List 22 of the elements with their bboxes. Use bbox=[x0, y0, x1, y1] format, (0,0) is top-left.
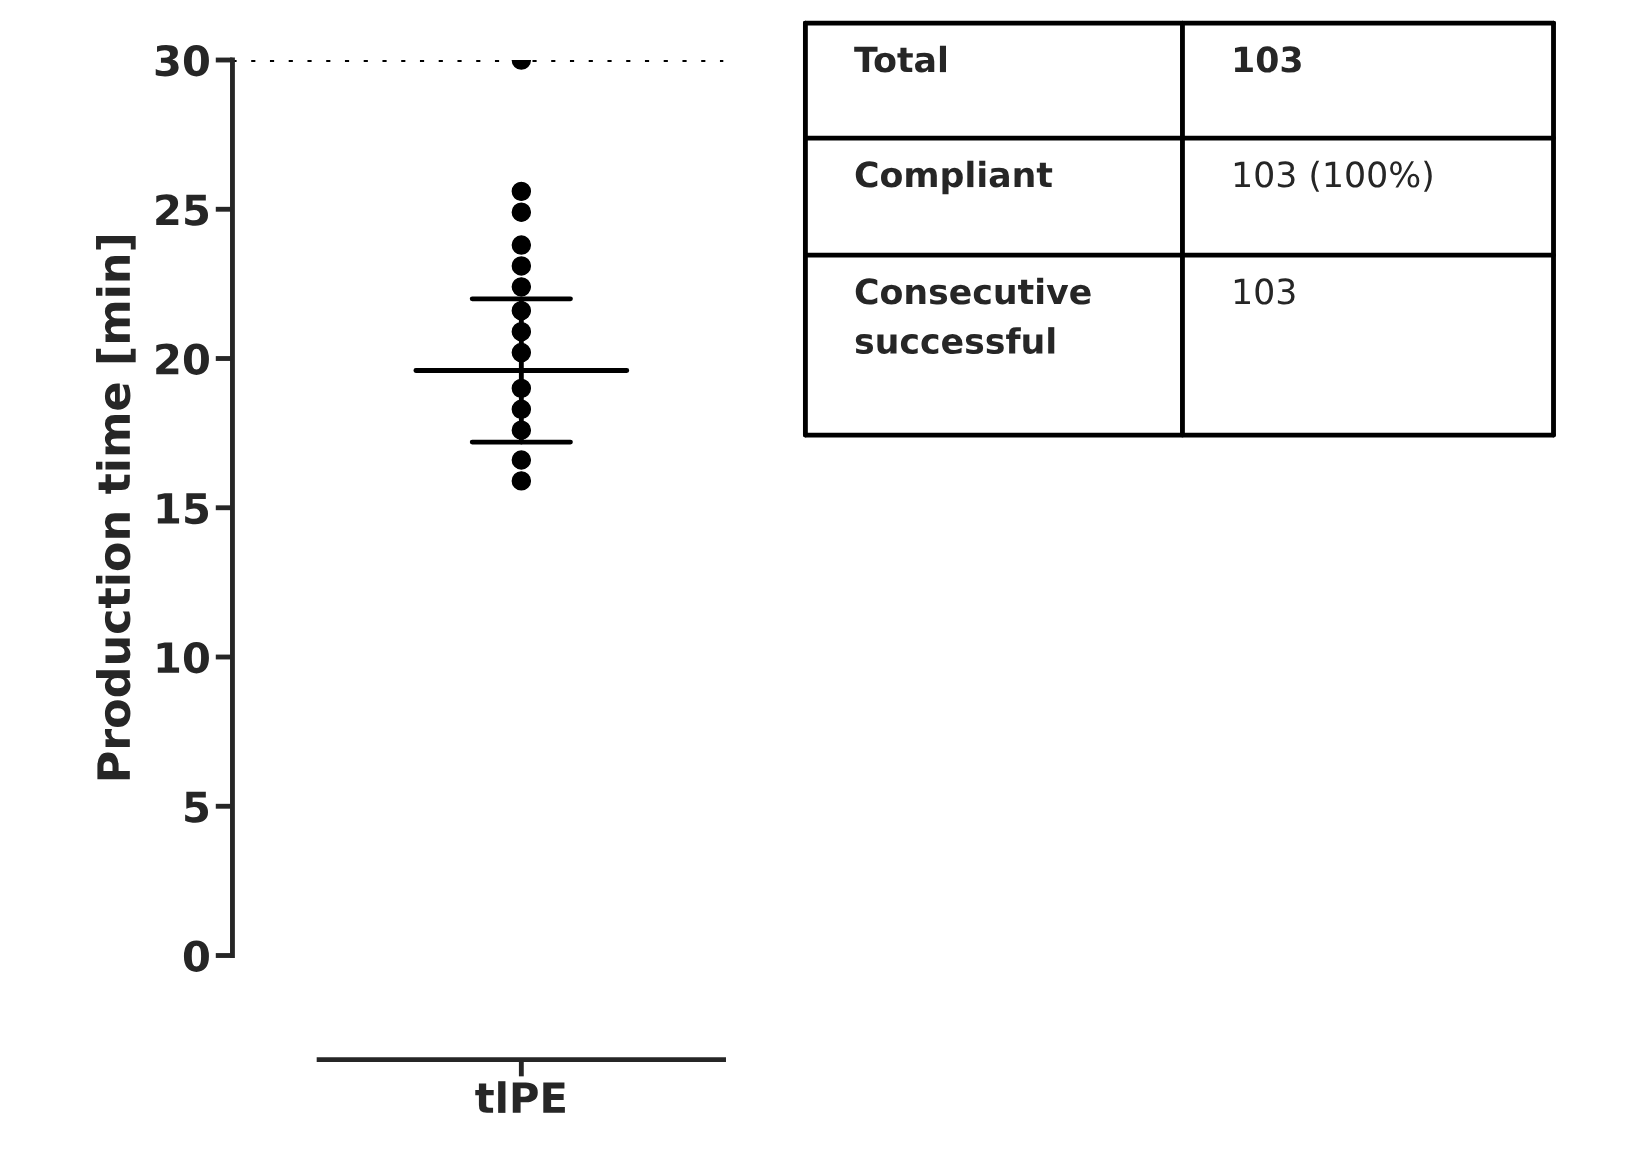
text: Compliant bbox=[855, 160, 1053, 195]
text: 103 bbox=[1234, 278, 1295, 305]
x-tick-label: tlPE bbox=[475, 1081, 565, 1113]
y-axis-title: Production time [min] bbox=[96, 235, 136, 780]
point bbox=[511, 181, 532, 202]
y-tick-label: 20 bbox=[156, 343, 209, 375]
text: 103 (100%) bbox=[1234, 160, 1432, 192]
text: Consecutive successful bbox=[855, 277, 1091, 355]
point bbox=[511, 202, 532, 222]
y-tick-label: 25 bbox=[156, 194, 209, 226]
point bbox=[511, 471, 532, 491]
text: 103 bbox=[1235, 46, 1301, 73]
text: Total bbox=[854, 45, 946, 73]
y-tick-label: 10 bbox=[157, 641, 209, 674]
y-tick-label: 15 bbox=[157, 493, 209, 525]
point bbox=[511, 450, 532, 470]
point bbox=[511, 277, 532, 297]
y-tick-label: 30 bbox=[155, 44, 209, 77]
y-tick-label: 0 bbox=[183, 940, 209, 972]
y-tick-label: 5 bbox=[185, 791, 209, 823]
point bbox=[511, 256, 532, 276]
point bbox=[511, 235, 532, 255]
